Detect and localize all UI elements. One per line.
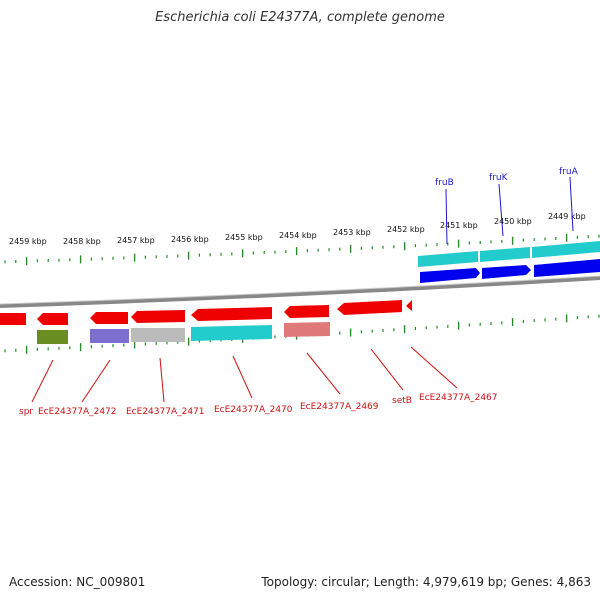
forward-gene-labels: fruB fruK fruA (435, 167, 579, 245)
leader-line (159, 357, 165, 403)
feature-fruB[interactable] (418, 251, 478, 267)
feature-fruA[interactable] (532, 241, 600, 258)
genome-backbone-highlight (0, 275, 600, 305)
genome-backbone (0, 276, 600, 308)
cds-fruB[interactable] (420, 268, 480, 283)
genome-summary-text: Topology: circular; Length: 4,979,619 bp… (261, 575, 591, 589)
gene-label-fruB[interactable]: fruB (435, 178, 454, 188)
kbp-label: 2452 kbp (387, 225, 425, 234)
gene-label-EcE24377A_2472[interactable]: EcE24377A_2472 (38, 407, 117, 417)
gene-label-EcE24377A_2469[interactable]: EcE24377A_2469 (300, 402, 379, 412)
kbp-label: 2459 kbp (9, 237, 47, 246)
gene-label-fruK[interactable]: fruK (489, 173, 509, 183)
cds-fruA[interactable] (534, 259, 600, 277)
leader-line (306, 352, 341, 395)
gene-label-fruA[interactable]: fruA (559, 167, 579, 177)
accession-text: Accession: NC_009801 (9, 575, 146, 589)
leader-line (81, 359, 111, 403)
cds-spr-partial[interactable] (0, 313, 26, 325)
gene-label-spr[interactable]: spr (19, 407, 33, 417)
leader-line (410, 346, 458, 389)
map-title: Escherichia coli E24377A, complete genom… (155, 10, 445, 25)
leader-line (370, 348, 404, 391)
cds-fruK[interactable] (482, 265, 531, 279)
kbp-label: 2455 kbp (225, 233, 263, 242)
cds-EcE24377A_2470[interactable] (191, 307, 272, 321)
gene-label-EcE24377A_2467[interactable]: EcE24377A_2467 (419, 393, 498, 403)
leader-line (498, 183, 504, 237)
kbp-label: 2449 kbp (548, 212, 586, 221)
gene-label-EcE24377A_2470[interactable]: EcE24377A_2470 (214, 405, 293, 415)
kbp-label: 2453 kbp (333, 228, 371, 237)
reverse-feature-track (37, 322, 330, 344)
leader-line (232, 355, 253, 399)
feature-EcE24377A_2472[interactable] (90, 329, 129, 343)
leader-line (569, 176, 574, 232)
kbp-label-group: 2459 kbp 2458 kbp 2457 kbp 2456 kbp 2455… (9, 212, 586, 246)
reverse-gene-labels: spr EcE24377A_2472 EcE24377A_2471 EcE243… (19, 346, 498, 417)
cds-EcE24377A_2469[interactable] (284, 305, 329, 318)
cds-setB[interactable] (337, 300, 402, 315)
feature-EcE24377A_2469[interactable] (284, 322, 330, 337)
gene-label-setB[interactable]: setB (392, 396, 412, 406)
kbp-label: 2454 kbp (279, 231, 317, 240)
forward-cds-track (420, 259, 600, 283)
outer-tick-track (4, 233, 600, 266)
reverse-cds-track (0, 300, 412, 325)
leader-line (31, 359, 54, 403)
feature-fruK[interactable] (480, 247, 530, 262)
kbp-label: 2456 kbp (171, 235, 209, 244)
kbp-label: 2458 kbp (63, 237, 101, 246)
forward-feature-track (418, 241, 600, 267)
feature-spr[interactable] (37, 330, 68, 344)
leader-line (445, 188, 448, 245)
kbp-label: 2451 kbp (440, 221, 478, 230)
feature-EcE24377A_2470[interactable] (191, 325, 272, 341)
cds-EcE24377A_2472[interactable] (90, 312, 128, 324)
cds-EcE24377A_2467[interactable] (406, 300, 412, 311)
feature-EcE24377A_2471[interactable] (131, 328, 185, 342)
cds-spr[interactable] (37, 313, 68, 325)
kbp-label: 2457 kbp (117, 236, 155, 245)
gene-label-EcE24377A_2471[interactable]: EcE24377A_2471 (126, 407, 205, 417)
kbp-label: 2450 kbp (494, 217, 532, 226)
cds-EcE24377A_2471[interactable] (131, 310, 185, 323)
